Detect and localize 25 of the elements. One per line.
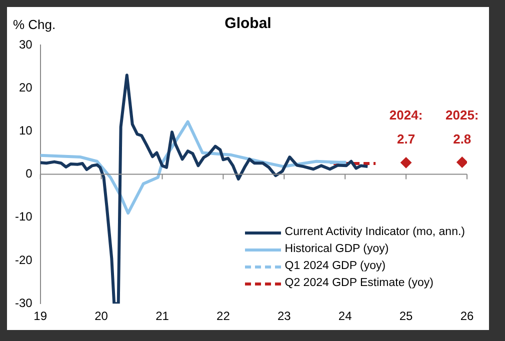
data-label: 2.7	[397, 132, 416, 147]
annotation: 2024:	[389, 108, 423, 123]
x-tick-label: 20	[94, 309, 108, 324]
data-label: 2.8	[453, 131, 472, 146]
x-tick-label: 22	[216, 309, 230, 324]
annotation: 2025:	[446, 107, 479, 122]
chart-title: Global	[224, 15, 272, 32]
legend-label: Q1 2024 GDP (yoy)	[284, 259, 386, 274]
y-tick-label: -20	[15, 252, 33, 267]
legend-label: Current Activity Indicator (mo, ann.)	[284, 225, 465, 240]
x-tick-label: 25	[399, 309, 414, 324]
x-tick-label: 21	[156, 309, 170, 324]
y-tick-label: -10	[15, 210, 33, 224]
x-tick-label: 23	[277, 309, 292, 324]
y-tick-label: 10	[18, 124, 33, 138]
legend-label: Q2 2024 GDP Estimate (yoy)	[284, 276, 434, 291]
x-tick-label: 19	[34, 309, 48, 324]
y-tick-label: 0	[26, 166, 33, 181]
y-tick-label: 30	[18, 37, 33, 52]
x-tick-label: 24	[338, 309, 352, 324]
legend-label: Historical GDP (yoy)	[284, 242, 389, 257]
y-tick-label: 20	[18, 80, 33, 94]
x-tick-label: 26	[460, 309, 474, 324]
y-axis-title: % Chg.	[13, 17, 56, 32]
y-tick-label: -30	[15, 296, 33, 310]
